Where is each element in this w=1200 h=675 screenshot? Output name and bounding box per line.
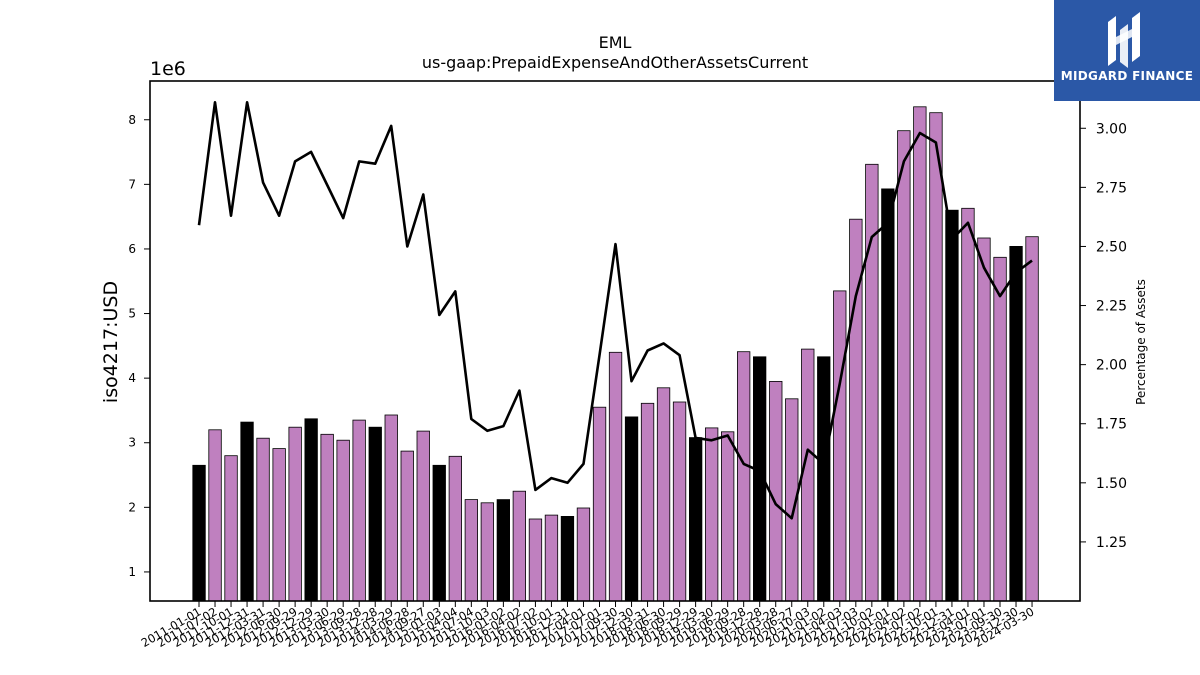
y-right-tick-label: 3.00 bbox=[1096, 121, 1127, 137]
bar-2019-09-28 bbox=[737, 351, 751, 602]
line-layer bbox=[197, 101, 1033, 520]
y-tick-label: 6 bbox=[128, 242, 136, 256]
bar-2017-09-30 bbox=[608, 351, 623, 602]
bar-2021-01-02 bbox=[817, 356, 831, 602]
y-right-tick-label: 1.75 bbox=[1096, 417, 1127, 433]
plot-frame bbox=[149, 80, 1081, 602]
bar-2013-09-28 bbox=[352, 419, 366, 602]
bar-2015-07-04 bbox=[464, 499, 479, 602]
bar-2011-10-01 bbox=[224, 455, 238, 602]
bar-2016-07-02 bbox=[528, 518, 543, 602]
bar-2022-12-31 bbox=[945, 209, 959, 602]
y-right-tick-label: 2.75 bbox=[1096, 180, 1127, 196]
percentage-of-assets-line bbox=[197, 101, 1033, 520]
logo-text: MIDGARD FINANCE bbox=[1060, 69, 1194, 83]
bar-2016-04-02 bbox=[512, 490, 526, 602]
bar-2012-06-30 bbox=[272, 448, 286, 602]
bar-2022-10-01 bbox=[929, 112, 943, 602]
y-multiplier: 1e6 bbox=[150, 58, 186, 80]
bar-2013-12-28 bbox=[368, 426, 382, 602]
bar-2022-04-02 bbox=[897, 130, 911, 602]
bar-2022-07-02 bbox=[913, 106, 927, 602]
bar-2011-12-31 bbox=[240, 421, 254, 602]
y-right-tick-label: 2.25 bbox=[1096, 299, 1127, 315]
bar-2018-06-30 bbox=[656, 387, 671, 602]
bar-2018-12-29 bbox=[689, 437, 703, 602]
bar-2020-10-03 bbox=[801, 348, 815, 602]
y-right-tick-label: 1.50 bbox=[1096, 476, 1127, 492]
y-axis-label: iso4217:USD bbox=[100, 281, 122, 403]
bar-2014-09-27 bbox=[416, 430, 430, 602]
bar-2014-06-28 bbox=[400, 450, 414, 602]
bar-2011-01-01 bbox=[192, 464, 206, 602]
chart-subtitle: us-gaap:PrepaidExpenseAndOtherAssetsCurr… bbox=[422, 53, 808, 72]
bar-2011-07-02 bbox=[208, 429, 222, 602]
bar-2012-03-31 bbox=[256, 437, 270, 602]
y-right-tick-label: 2.00 bbox=[1096, 358, 1127, 374]
bar-2023-04-01 bbox=[961, 207, 975, 602]
bar-2012-09-29 bbox=[288, 426, 302, 602]
bar-2012-12-29 bbox=[304, 418, 318, 602]
y-tick-label: 4 bbox=[128, 371, 136, 385]
bar-2022-01-01 bbox=[881, 188, 895, 602]
bar-2020-03-28 bbox=[769, 380, 783, 602]
bar-2015-10-03 bbox=[480, 502, 495, 602]
y-right-tick-label: 2.50 bbox=[1096, 239, 1127, 255]
brand-logo: MIDGARD FINANCE bbox=[1054, 0, 1200, 101]
bar-2013-03-30 bbox=[320, 433, 334, 602]
bar-2021-04-03 bbox=[833, 290, 847, 602]
bar-2017-12-30 bbox=[624, 416, 639, 602]
bar-2016-12-31 bbox=[560, 516, 575, 602]
y-tick-label: 5 bbox=[128, 307, 136, 321]
bar-2024-03-30 bbox=[1025, 236, 1039, 602]
bar-2018-03-31 bbox=[640, 402, 655, 602]
bar-2015-04-04 bbox=[448, 455, 463, 602]
bar-2019-03-30 bbox=[705, 427, 719, 602]
y-tick-label: 1 bbox=[128, 565, 136, 579]
y-right-tick-label: 1.25 bbox=[1096, 535, 1127, 551]
bar-2015-01-03 bbox=[432, 464, 446, 602]
x-axis: 2011-01-012011-07-022011-10-012011-12-31… bbox=[139, 601, 1037, 650]
bars-layer bbox=[192, 106, 1039, 602]
y-tick-label: 8 bbox=[128, 113, 136, 127]
bar-2018-09-29 bbox=[672, 401, 687, 602]
y-tick-label: 7 bbox=[128, 177, 136, 191]
midgard-logo-icon bbox=[1108, 12, 1140, 68]
y-axis-right: 1.25 1.50 1.75 2.00 2.25 2.50 2.75 3.00 bbox=[1080, 121, 1127, 551]
bar-2023-07-01 bbox=[977, 237, 991, 602]
bar-2023-12-30 bbox=[1009, 245, 1023, 602]
bar-2019-06-29 bbox=[721, 431, 735, 602]
y-axis-right-label: Percentage of Assets bbox=[1134, 279, 1148, 405]
bar-2017-04-01 bbox=[576, 507, 591, 602]
bar-2014-03-29 bbox=[384, 414, 398, 602]
bar-2016-01-02 bbox=[496, 499, 511, 602]
y-axis-left: 1 2 3 4 5 6 7 8 bbox=[128, 113, 150, 579]
bar-2013-06-29 bbox=[336, 439, 350, 602]
chart-title: EML bbox=[599, 33, 632, 52]
y-tick-label: 2 bbox=[128, 500, 136, 514]
bar-2016-10-01 bbox=[544, 514, 559, 602]
bar-2023-09-30 bbox=[993, 256, 1007, 602]
bar-2017-07-01 bbox=[592, 406, 607, 602]
bar-2021-10-02 bbox=[865, 163, 879, 602]
y-tick-label: 3 bbox=[128, 436, 136, 450]
